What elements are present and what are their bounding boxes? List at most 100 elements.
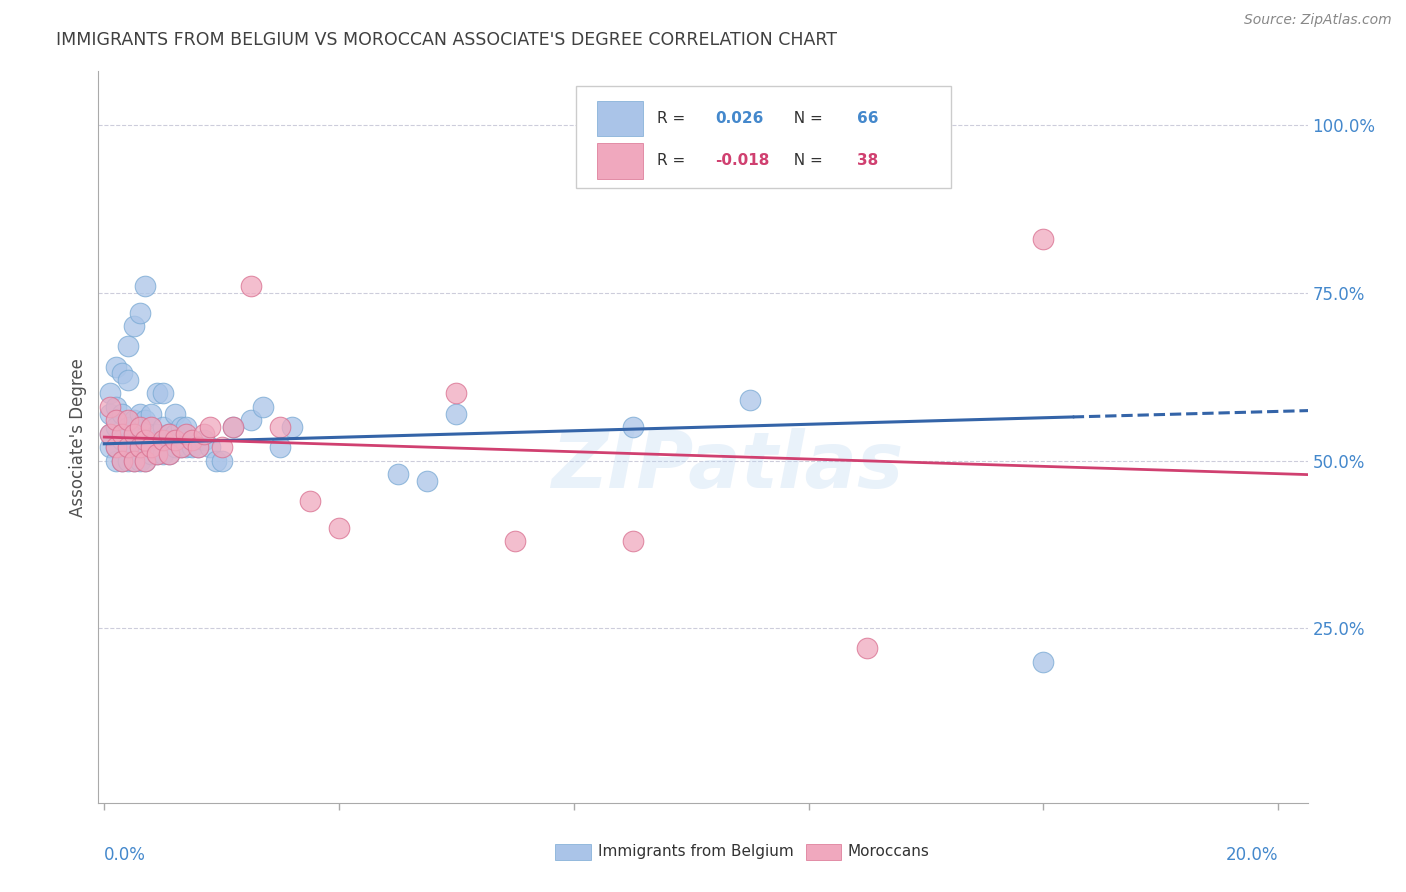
Point xyxy=(240,413,263,427)
Point xyxy=(134,434,156,448)
Text: N =: N = xyxy=(785,153,828,169)
Point xyxy=(446,407,468,421)
Y-axis label: Associate's Degree: Associate's Degree xyxy=(69,358,87,516)
Text: 0.0%: 0.0% xyxy=(104,847,146,864)
Point xyxy=(105,440,128,454)
Point xyxy=(187,440,209,454)
Point xyxy=(141,440,163,454)
Point xyxy=(134,440,156,454)
Point xyxy=(105,440,128,454)
Point xyxy=(152,447,174,461)
Point xyxy=(856,641,879,656)
Point xyxy=(181,434,204,448)
Point xyxy=(141,420,163,434)
Point xyxy=(105,413,128,427)
Point xyxy=(117,440,139,454)
Point xyxy=(152,386,174,401)
Point xyxy=(117,413,139,427)
Text: 0.026: 0.026 xyxy=(716,111,763,126)
Point xyxy=(98,440,121,454)
Point xyxy=(152,434,174,448)
Text: 66: 66 xyxy=(856,111,879,126)
Text: 38: 38 xyxy=(856,153,877,169)
Point xyxy=(134,413,156,427)
Point xyxy=(122,319,145,334)
Point xyxy=(111,453,134,467)
FancyBboxPatch shape xyxy=(576,86,950,188)
Point xyxy=(98,400,121,414)
Point xyxy=(111,407,134,421)
Point xyxy=(204,453,226,467)
Point xyxy=(157,426,180,441)
Point xyxy=(198,420,221,434)
Point xyxy=(128,453,150,467)
Point xyxy=(503,534,526,549)
Point xyxy=(146,447,169,461)
Text: 20.0%: 20.0% xyxy=(1226,847,1278,864)
Point xyxy=(105,400,128,414)
Point xyxy=(117,453,139,467)
Text: R =: R = xyxy=(657,153,690,169)
Point xyxy=(146,447,169,461)
Point xyxy=(269,420,291,434)
Point xyxy=(128,306,150,320)
Point xyxy=(111,367,134,381)
Point xyxy=(122,453,145,467)
Point xyxy=(163,407,186,421)
Point xyxy=(117,440,139,454)
Point xyxy=(111,453,134,467)
Point xyxy=(105,420,128,434)
Point xyxy=(134,279,156,293)
Point xyxy=(128,420,150,434)
Point xyxy=(128,440,150,454)
Point xyxy=(152,434,174,448)
Point xyxy=(98,426,121,441)
Point xyxy=(157,426,180,441)
Text: Moroccans: Moroccans xyxy=(848,845,929,859)
Point xyxy=(141,447,163,461)
Point xyxy=(134,453,156,467)
Point xyxy=(269,440,291,454)
Point xyxy=(98,426,121,441)
Point xyxy=(122,453,145,467)
Text: ZIPatlas: ZIPatlas xyxy=(551,428,903,504)
Point xyxy=(621,534,644,549)
Point xyxy=(187,440,209,454)
Text: -0.018: -0.018 xyxy=(716,153,769,169)
Point xyxy=(176,420,198,434)
Point xyxy=(328,521,350,535)
Point xyxy=(176,440,198,454)
Point xyxy=(169,420,191,434)
Point xyxy=(198,440,221,454)
Point xyxy=(157,447,180,461)
Point xyxy=(163,434,186,448)
Point xyxy=(128,440,150,454)
Point xyxy=(163,440,186,454)
Point xyxy=(122,426,145,441)
Bar xyxy=(596,144,643,178)
Point xyxy=(169,440,191,454)
Point xyxy=(157,447,180,461)
Text: IMMIGRANTS FROM BELGIUM VS MOROCCAN ASSOCIATE'S DEGREE CORRELATION CHART: IMMIGRANTS FROM BELGIUM VS MOROCCAN ASSO… xyxy=(56,31,837,49)
Point xyxy=(240,279,263,293)
Point xyxy=(252,400,274,414)
Point xyxy=(738,393,761,408)
Point xyxy=(146,426,169,441)
Point xyxy=(146,386,169,401)
Text: R =: R = xyxy=(657,111,690,126)
Text: N =: N = xyxy=(785,111,828,126)
Point xyxy=(222,420,245,434)
Point xyxy=(163,426,186,441)
Point xyxy=(281,420,304,434)
Point xyxy=(111,426,134,441)
Point xyxy=(122,413,145,427)
Point xyxy=(176,426,198,441)
Point xyxy=(141,434,163,448)
Point xyxy=(122,440,145,454)
Point xyxy=(128,407,150,421)
Point xyxy=(181,440,204,454)
Point xyxy=(222,420,245,434)
Point xyxy=(621,420,644,434)
Point xyxy=(416,474,439,488)
Point xyxy=(387,467,409,481)
